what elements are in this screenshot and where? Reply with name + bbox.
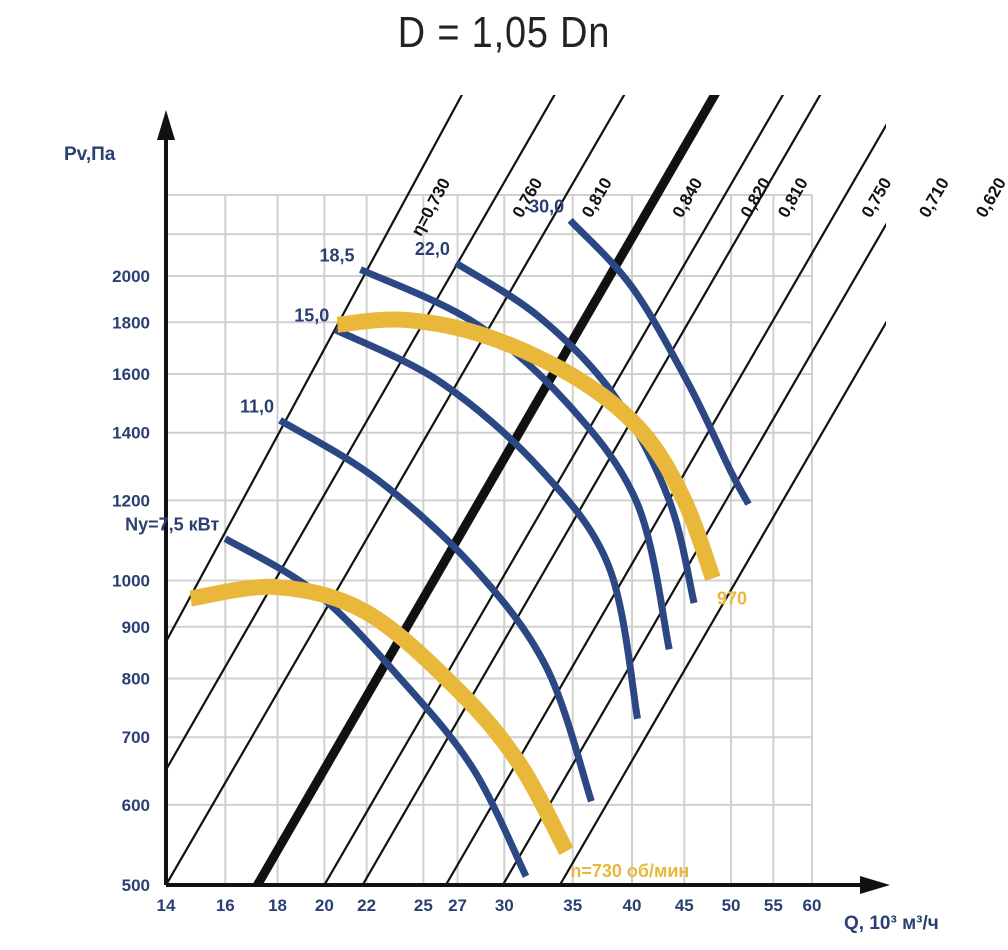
efficiency-line-label: 0,750: [858, 174, 896, 220]
power-curve-2: [333, 326, 641, 720]
efficiency-line-0: [166, 95, 464, 643]
speed-curve-1: [336, 311, 721, 582]
y-tick-label: 1400: [112, 424, 150, 443]
power-curve-label: 11,0: [240, 396, 274, 416]
x-tick-label: 16: [216, 896, 235, 915]
speed-curve-0: [189, 578, 574, 856]
x-tick-label: 60: [803, 896, 822, 915]
efficiency-line-3: [253, 95, 720, 885]
power-curve-label: 18,5: [319, 245, 354, 265]
power-curve-label: 15,0: [294, 306, 329, 326]
efficiency-line-label: 0,620: [972, 174, 1008, 220]
y-tick-label: 2000: [112, 267, 150, 286]
x-tick-label: 22: [357, 896, 376, 915]
efficiency-line-label: 0,840: [669, 174, 707, 220]
efficiency-line-label: 0,710: [915, 174, 953, 220]
efficiency-line-6: [444, 123, 886, 885]
efficiency-line-4: [323, 95, 785, 885]
x-tick-label: 20: [315, 896, 334, 915]
x-tick-label: 30: [495, 896, 514, 915]
x-tick-label: 27: [448, 896, 467, 915]
y-tick-label: 900: [122, 618, 150, 637]
x-tick-label: 14: [157, 896, 176, 915]
axes: [157, 110, 890, 894]
y-axis-arrow: [157, 110, 175, 140]
power-curve-5: [567, 217, 752, 506]
power-curve-label: 22,0: [415, 239, 450, 259]
y-tick-label: 500: [122, 876, 150, 895]
power-curve-label: Ny=7,5 кВт: [125, 515, 219, 535]
speed-curve-label: 970: [717, 588, 747, 608]
chart-title: D = 1,05 Dn: [397, 8, 611, 57]
efficiency-lines: [166, 95, 886, 885]
y-tick-label: 800: [122, 670, 150, 689]
y-tick-label: 700: [122, 728, 150, 747]
power-curve-1: [278, 417, 595, 803]
grid: [165, 194, 813, 886]
efficiency-line-label: 0,820: [737, 174, 775, 220]
y-axis-label: Pv,Па: [64, 144, 116, 165]
efficiency-line-7: [501, 222, 886, 885]
power-curve-3: [359, 266, 673, 651]
efficiency-line-label: 0,810: [774, 174, 812, 220]
speed-curve-label: n=730 об/мин: [570, 861, 689, 881]
y-tick-label: 1200: [112, 491, 150, 510]
x-tick-label: 35: [563, 896, 582, 915]
x-tick-label: 40: [623, 896, 642, 915]
x-axis-label: Q, 10³ м³/ч: [844, 913, 939, 934]
performance-curves: [189, 217, 752, 878]
y-tick-label: 1800: [112, 313, 150, 332]
power-curve-label: 30,0: [529, 196, 564, 216]
y-tick-label: 1600: [112, 365, 150, 384]
power-curve-0: [223, 535, 530, 878]
x-tick-label: 45: [675, 896, 694, 915]
efficiency-line-label: 0,810: [578, 174, 616, 220]
y-tick-label: 1000: [112, 572, 150, 591]
efficiency-line-1: [166, 95, 556, 771]
efficiency-line-8: [558, 320, 886, 885]
y-tick-label: 600: [122, 796, 150, 815]
x-tick-label: 25: [414, 896, 433, 915]
x-tick-label: 18: [268, 896, 287, 915]
tick-labels: 14 16 18 20 22 25 27 30 35 40 45 50 55 60 500 600 700 800…: [112, 267, 821, 915]
x-tick-label: 55: [764, 896, 783, 915]
efficiency-line-2: [166, 95, 626, 885]
x-tick-label: 50: [722, 896, 741, 915]
x-axis-arrow: [860, 876, 890, 894]
